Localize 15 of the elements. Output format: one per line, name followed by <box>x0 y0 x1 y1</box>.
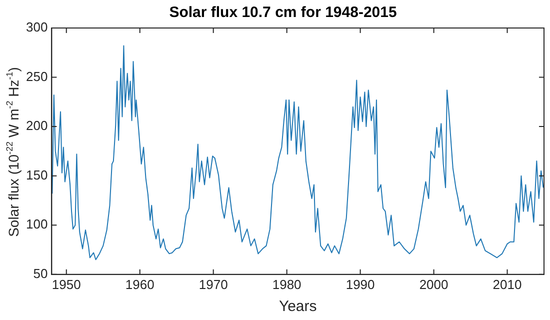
x-tick-label: 1990 <box>346 276 375 292</box>
y-tick-label: 50 <box>33 266 48 281</box>
x-tick-label: 1950 <box>52 276 81 292</box>
x-tick-label: 2000 <box>419 276 448 292</box>
x-tick-label: 2010 <box>492 276 522 292</box>
y-tick-label: 300 <box>26 20 48 35</box>
x-tick-label: 1980 <box>272 276 302 292</box>
y-tick-label: 100 <box>26 216 48 232</box>
y-tick-label: 150 <box>26 167 48 182</box>
x-axis-title: Years <box>278 298 317 316</box>
y-tick-label: 250 <box>26 68 48 84</box>
chart-title: Solar flux 10.7 cm for 1948-2015 <box>169 4 397 22</box>
x-tick-label: 1960 <box>125 276 154 292</box>
y-tick-label: 200 <box>26 118 48 134</box>
x-tick-label: 1970 <box>198 276 228 292</box>
